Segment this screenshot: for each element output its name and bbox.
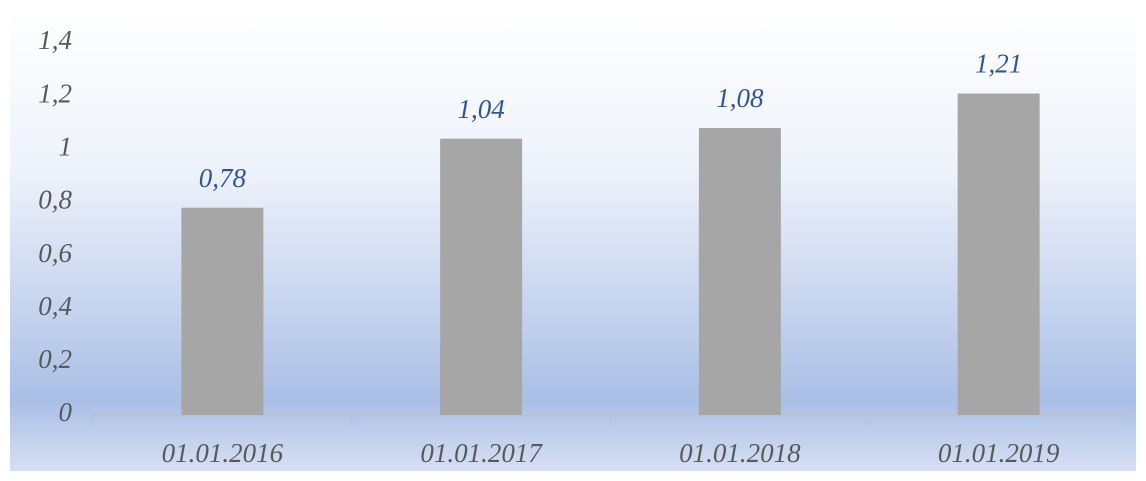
y-tick-label: 0,4: [38, 291, 72, 321]
bar: [698, 128, 781, 415]
data-label: 1,04: [458, 94, 505, 124]
x-tick-label: 01.01.2018: [679, 438, 801, 468]
y-tick-label: 0: [59, 397, 73, 427]
data-label: 1,21: [975, 49, 1022, 79]
bar: [957, 93, 1040, 415]
data-label: 1,08: [716, 83, 764, 113]
x-tick-label: 01.01.2017: [420, 438, 543, 468]
x-tick-label: 01.01.2016: [162, 438, 284, 468]
y-tick-label: 1,4: [38, 25, 72, 55]
bar: [440, 138, 523, 415]
x-tick-label: 01.01.2019: [938, 438, 1060, 468]
y-tick-label: 0,6: [38, 238, 72, 268]
data-label: 0,78: [199, 163, 247, 193]
y-tick-label: 1,2: [38, 78, 72, 108]
y-tick-label: 0,2: [38, 344, 72, 374]
y-tick-label: 0,8: [38, 185, 72, 215]
y-tick-label: 1: [59, 131, 73, 161]
bar: [181, 207, 264, 415]
